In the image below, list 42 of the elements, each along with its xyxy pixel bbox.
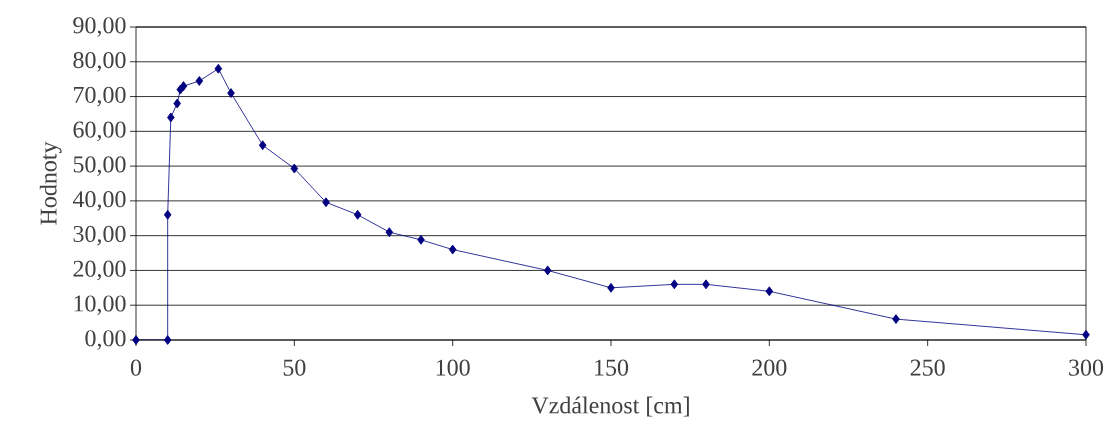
point [214,63,223,74]
point [163,209,172,220]
x-tick-label: 50 [283,359,306,376]
y-tick-label: 80,00 [73,51,126,72]
point [892,314,900,325]
x-tick-label: 200 [752,359,787,376]
point [173,98,181,109]
y-tick-label: 30,00 [73,225,126,246]
y-tick-label: 20,00 [73,260,126,281]
point [322,197,330,208]
y-tick-label: 60,00 [73,121,126,142]
point [179,81,188,92]
y-tick-label: 0,00 [85,330,126,350]
point [702,279,710,290]
point [765,286,774,297]
point [163,335,172,345]
y-tick-label: 90,00 [73,17,126,37]
x-tick-label: 0 [130,359,142,376]
x-tick-label: 100 [436,359,470,376]
x-axis-title: Vzdálenost [cm] [531,396,689,417]
point [195,76,204,86]
point [1082,329,1090,340]
point [417,234,425,245]
point [167,112,175,123]
x-tick-label: 250 [910,359,945,376]
point [385,227,394,238]
y-axis-title: Hodnoty [39,141,62,225]
x-tick-label: 300 [1069,359,1104,376]
point [258,140,267,151]
y-tick-label: 70,00 [74,86,126,107]
point [607,282,615,293]
y-tick-label: 10,00 [74,295,126,316]
point [353,209,362,220]
point [543,265,552,276]
y-tick-label: 50,00 [73,156,126,176]
point [132,335,140,345]
point [290,163,299,174]
point [227,88,235,98]
y-tick-label: 40,00 [72,191,126,211]
point [448,244,457,255]
x-tick-label: 150 [595,359,629,376]
point [670,279,679,290]
